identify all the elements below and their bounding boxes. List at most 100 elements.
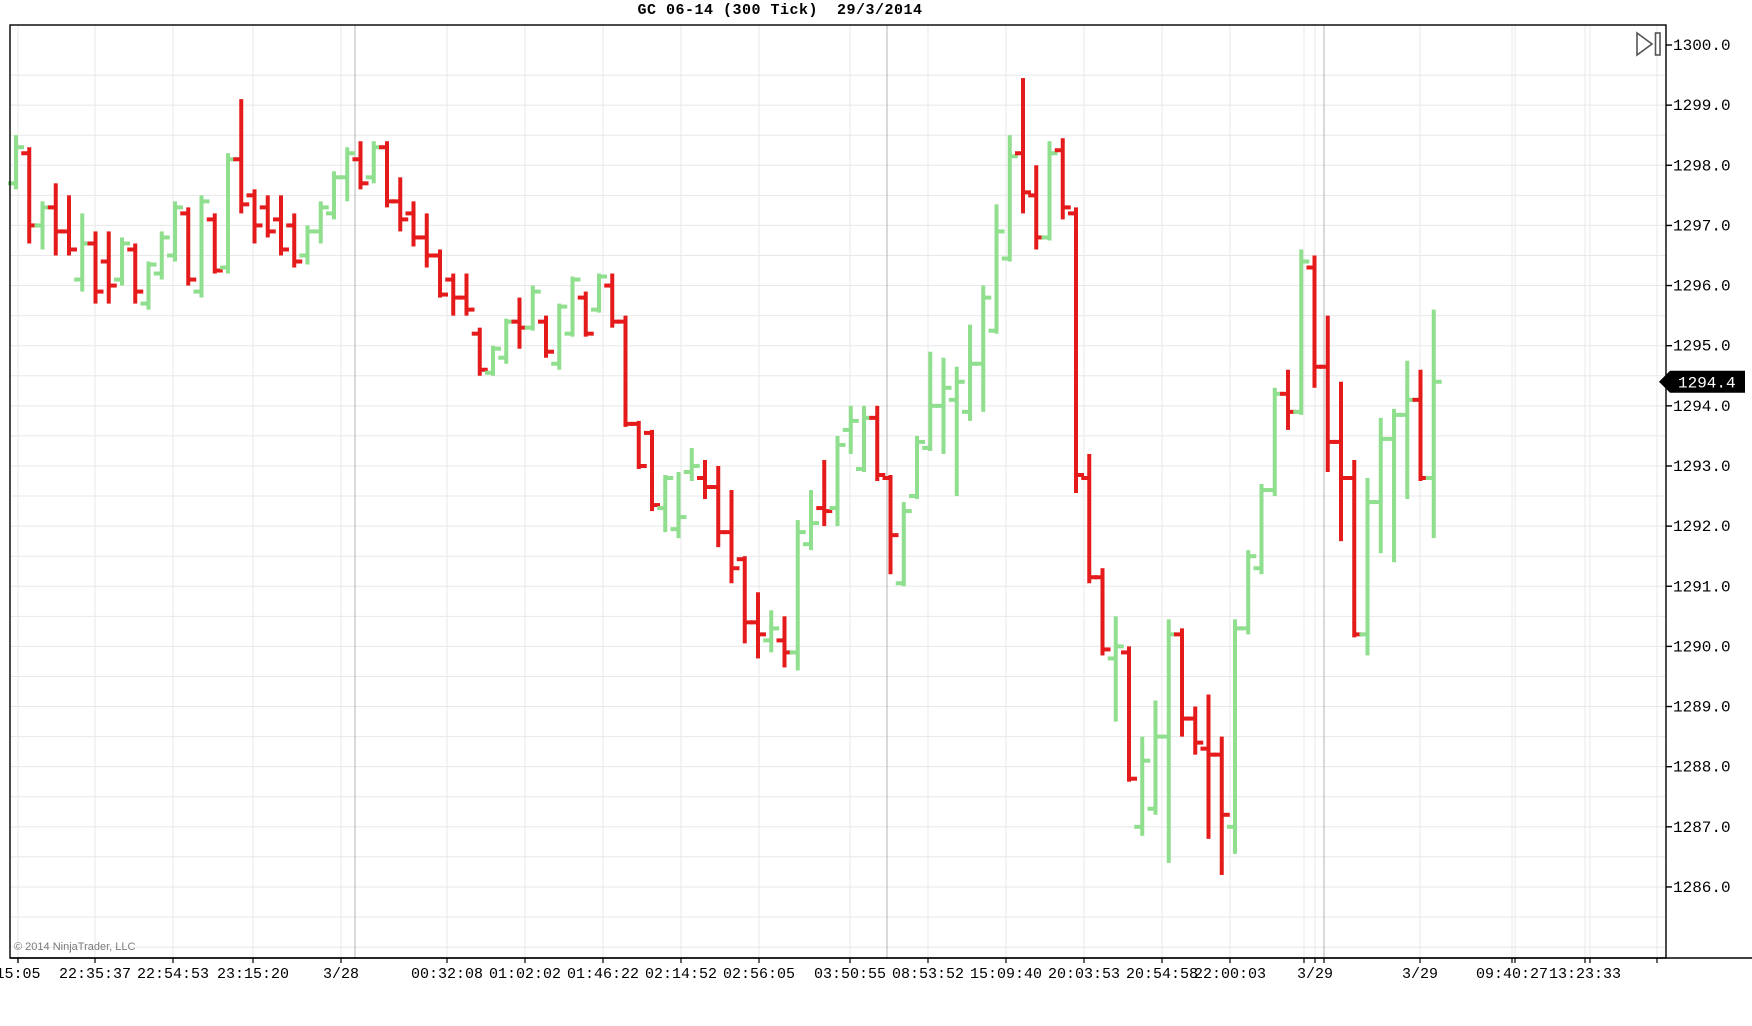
time-axis[interactable]: 15:05 22:35:37 22:54:53 23:15:20 3/28 00:32:0… (0, 958, 1658, 983)
ohlc-bar (1160, 619, 1177, 863)
ohlc-bar (803, 490, 819, 551)
ohlc-bar (21, 147, 38, 244)
ohlc-bar (1319, 315, 1336, 472)
ohlc-bar (1280, 369, 1296, 430)
ohlc-bar (922, 351, 939, 451)
ohlc-bar (856, 405, 872, 472)
ohlc-bar (1094, 568, 1111, 656)
ohlc-bar (1134, 736, 1151, 836)
ohlc-bar (683, 447, 700, 482)
axes (9, 24, 1752, 959)
ohlc-bar (988, 204, 1005, 334)
ohlc-bar (220, 153, 236, 274)
ohlc-bar (1386, 408, 1402, 563)
last-price-value: 1294.4 (1678, 374, 1736, 392)
ohlc-bar (577, 291, 594, 337)
ohlc-bar (1240, 550, 1257, 635)
ohlc-bar (551, 303, 568, 370)
ohlc-bar (445, 273, 462, 316)
ohlc-bar (962, 324, 978, 421)
ohlc-bar (538, 315, 554, 358)
last-price-marker: 1294.4 (1659, 370, 1745, 393)
ohlc-bar (326, 171, 342, 220)
ohlc-bar (604, 273, 621, 328)
ohlc-bar (379, 141, 395, 208)
ohlc-bar (87, 231, 104, 304)
ohlc-bar (1253, 484, 1270, 575)
ohlc-bar (34, 201, 51, 250)
ohlc-bar (286, 213, 303, 268)
ohlc-bar (710, 465, 727, 548)
ohlc-bar (1015, 78, 1031, 214)
ohlc-bar (471, 327, 488, 376)
time-axis-label: 3/29 (1297, 966, 1333, 983)
time-axis-label: 22:54:53 (137, 966, 209, 983)
ohlc-bar (750, 592, 766, 659)
time-axis-label: 15:05 (0, 966, 41, 983)
ohlc-bar (909, 435, 925, 500)
step-forward-icon[interactable] (1636, 31, 1661, 57)
ohlc-bar (299, 225, 316, 265)
price-axis-label: 1300.0 (1673, 37, 1731, 55)
ohlc-bar (617, 315, 634, 427)
ohlc-bar (418, 213, 435, 268)
ohlc-bar (47, 183, 64, 256)
ohlc-bar (1174, 628, 1190, 737)
ohlc-bar (1359, 478, 1376, 656)
time-axis-label: 3/29 (1402, 966, 1438, 983)
time-axis-label: 3/28 (323, 966, 359, 983)
ohlc-bar (895, 502, 912, 587)
time-axis-label: 02:14:52 (645, 966, 717, 983)
price-axis[interactable]: 1300.0 1299.0 1298.0 1297.0 1296.0 1295.0 1294… (1666, 37, 1731, 897)
ohlc-bar (61, 195, 77, 256)
time-axis-label: 00:32:08 (411, 966, 483, 983)
ohlc-bar (1346, 459, 1363, 638)
session-break-lines (354, 25, 1325, 958)
price-axis-label: 1286.0 (1673, 879, 1731, 897)
price-axis-label: 1295.0 (1673, 338, 1731, 356)
price-axis-label: 1297.0 (1673, 217, 1731, 235)
price-axis-label: 1288.0 (1673, 759, 1731, 777)
ohlc-bar (1068, 207, 1084, 494)
ohlc-bar (312, 201, 329, 244)
ohlc-bar (1227, 619, 1243, 854)
ohlc-bar (167, 201, 183, 262)
ohlc-bar (485, 345, 501, 376)
time-axis-label: 08:53:52 (892, 966, 964, 983)
ohlc-bar (657, 475, 674, 533)
ohlc-bar (1306, 255, 1323, 388)
ohlc-bar (8, 135, 24, 190)
time-axis-label: 15:09:40 (970, 966, 1042, 983)
ohlc-bar (1333, 381, 1349, 542)
time-axis-label: 02:56:05 (723, 966, 795, 983)
ohlc-bar (644, 429, 660, 512)
ohlc-bar (776, 616, 793, 668)
ohlc-bar (74, 213, 91, 292)
ohlc-bar (1001, 135, 1018, 262)
ohlc-bar (869, 405, 886, 482)
price-axis-label: 1289.0 (1673, 699, 1731, 717)
ohlc-bar (140, 261, 157, 310)
time-axis-label: 20:03:53 (1048, 966, 1120, 983)
price-axis-label: 1298.0 (1673, 157, 1731, 175)
ohlc-bar (1399, 360, 1416, 500)
time-axis-label: 09:40:27 (1476, 966, 1548, 983)
price-axis-label: 1287.0 (1673, 819, 1731, 837)
ohlc-bars (8, 78, 1442, 875)
ohlc-bar (697, 459, 713, 500)
ohlc-bar (948, 366, 965, 497)
ohlc-bar (723, 490, 740, 584)
ohlc-bar (1200, 694, 1217, 839)
ohlc-bar (816, 459, 833, 527)
ohlc-bar (180, 207, 197, 286)
price-axis-label: 1290.0 (1673, 638, 1731, 656)
ohlc-bar (153, 231, 170, 280)
ohlc-bar (206, 213, 223, 274)
ohlc-bar (365, 141, 382, 184)
price-axis-label: 1293.0 (1673, 458, 1731, 476)
gridlines (10, 25, 1666, 958)
time-axis-label: 22:35:37 (59, 966, 131, 983)
ohlc-bar (352, 141, 369, 190)
